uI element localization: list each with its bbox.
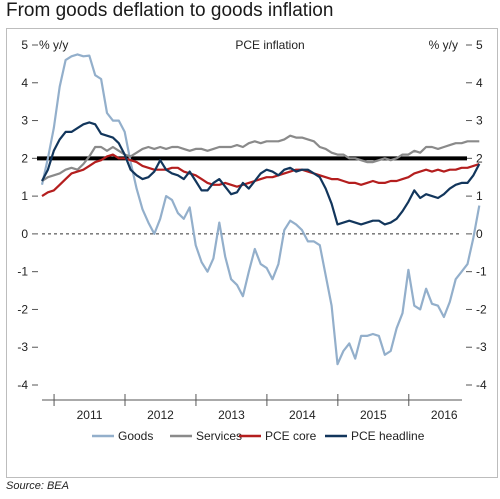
- y-axis-label-right: % y/y: [429, 38, 458, 52]
- x-tick-label: 2015: [360, 408, 387, 422]
- y-tick-label-right: 1: [476, 189, 483, 203]
- x-tick-label: 2016: [431, 408, 458, 422]
- legend-label: PCE headline: [351, 429, 425, 443]
- y-tick-label-right: 4: [476, 76, 483, 90]
- legend-label: PCE core: [265, 429, 317, 443]
- y-tick-label-left: 3: [21, 114, 28, 128]
- y-tick-label-right: 0: [476, 227, 483, 241]
- y-tick-label-right: 2: [476, 151, 483, 165]
- y-tick-label-left: 4: [21, 76, 28, 90]
- y-tick-label-left: 2: [21, 151, 28, 165]
- y-tick-label-left: 0: [21, 227, 28, 241]
- y-tick-label-left: -3: [17, 340, 28, 354]
- x-tick-label: 2013: [218, 408, 245, 422]
- y-tick-label-left: -2: [17, 302, 28, 316]
- chart-svg: -4 -4 -3 -3 -2 -2 -1 -1 0 0 1 1 2 2 3 3 4 4 5 5 % y/y % y/y PC…: [17, 38, 487, 443]
- y-tick-label-left: 1: [21, 189, 28, 203]
- legend-item: Goods: [92, 429, 153, 443]
- y-tick-label-right: -3: [476, 340, 487, 354]
- series-lines-layer: [40, 53, 481, 366]
- x-tick-label: 2011: [77, 408, 103, 422]
- y-tick-label-left: -1: [17, 265, 28, 279]
- y-tick-label-right: 3: [476, 114, 483, 128]
- legend-label: Services: [196, 429, 242, 443]
- source-note: Source: BEA: [6, 480, 69, 492]
- legend: Goods Services PCE core PCE headline: [92, 429, 425, 443]
- y-tick-label-right: -2: [476, 302, 487, 316]
- legend-item: PCE core: [239, 429, 317, 443]
- chart-frame: -4 -4 -3 -3 -2 -2 -1 -1 0 0 1 1 2 2 3 3 4 4 5 5 % y/y % y/y PC…: [6, 28, 498, 478]
- y-axis-label-left: % y/y: [39, 38, 68, 52]
- axes-layer: -4 -4 -3 -3 -2 -2 -1 -1 0 0 1 1 2 2 3 3 4 4 5 5 % y/y % y/y PC…: [17, 38, 487, 422]
- legend-item: PCE headline: [325, 429, 425, 443]
- y-tick-label-right: -4: [476, 378, 487, 392]
- x-tick-label: 2014: [289, 408, 316, 422]
- x-tick-label: 2012: [147, 408, 174, 422]
- legend-label: Goods: [118, 429, 153, 443]
- y-tick-label-right: -1: [476, 265, 487, 279]
- reference-lines-layer: [37, 156, 467, 235]
- page-title: From goods deflation to goods inflation: [6, 0, 334, 21]
- y-tick-label-right: 5: [476, 38, 483, 52]
- services-line: [41, 134, 480, 182]
- goods-line: [40, 53, 481, 366]
- y-tick-label-left: -4: [17, 378, 28, 392]
- chart-title: PCE inflation: [235, 38, 304, 52]
- pce-core-line: [41, 153, 480, 198]
- y-tick-label-left: 5: [21, 38, 28, 52]
- legend-item: Services: [170, 429, 242, 443]
- pce-headline-line: [41, 121, 481, 226]
